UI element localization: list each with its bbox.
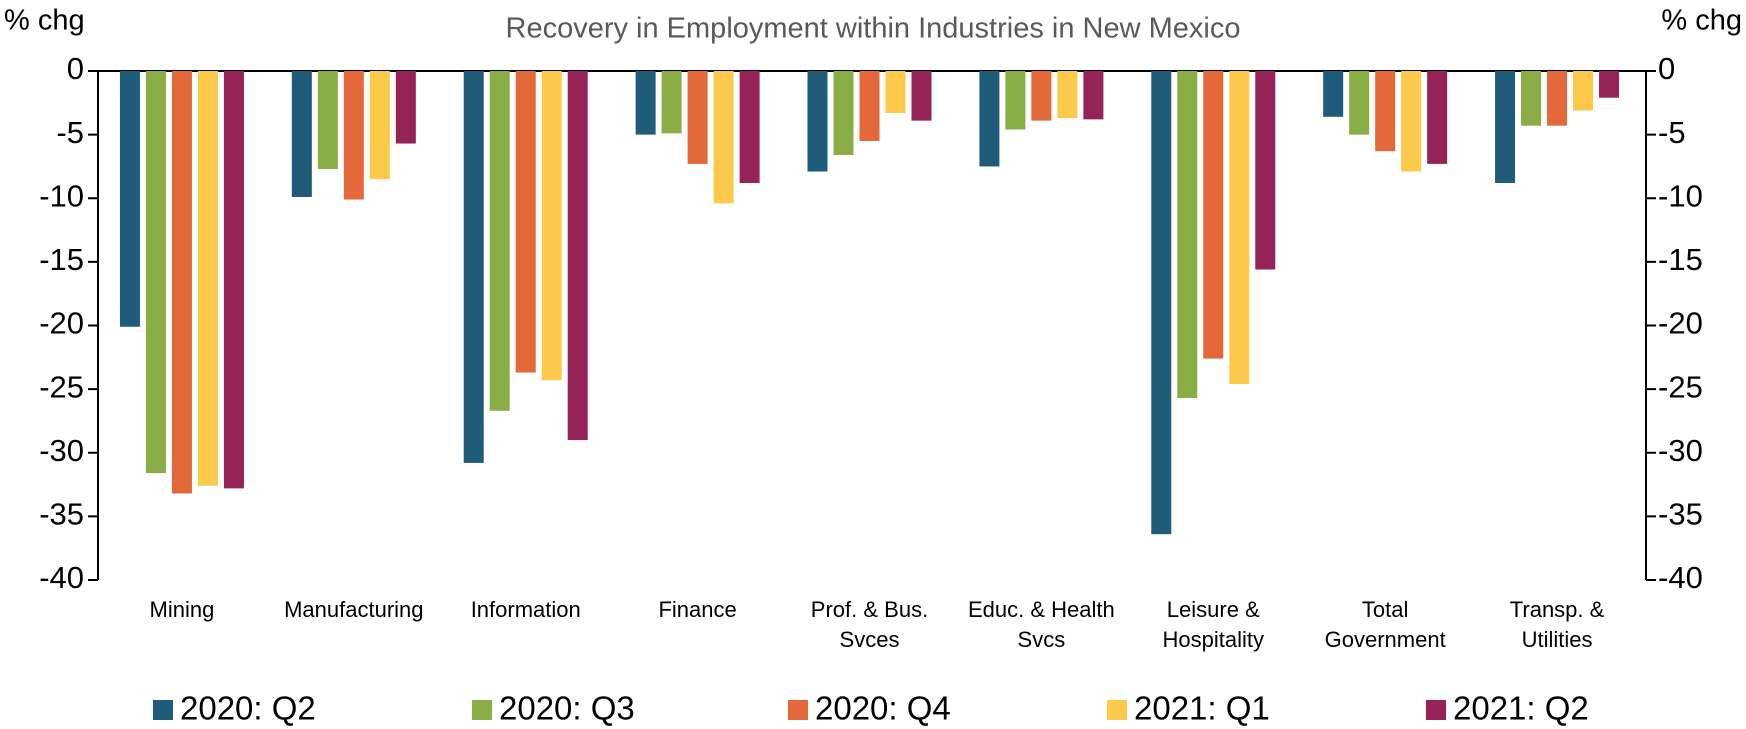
bar bbox=[833, 71, 854, 155]
bar bbox=[395, 71, 416, 144]
y2-tick-label: -5 bbox=[1658, 115, 1686, 150]
x-tick-label: Mining bbox=[149, 597, 215, 622]
y2-axis-label: % chg bbox=[1661, 5, 1742, 37]
bar bbox=[463, 71, 484, 463]
bar bbox=[859, 71, 880, 141]
bar bbox=[145, 71, 166, 474]
x-tick-label: Total Government bbox=[1324, 597, 1446, 652]
chart-title: Recovery in Employment within Industries… bbox=[506, 13, 1241, 45]
bar bbox=[369, 71, 390, 180]
bar bbox=[119, 71, 140, 327]
bar bbox=[291, 71, 312, 197]
bar bbox=[1573, 71, 1594, 111]
bar bbox=[687, 71, 708, 164]
x-tick-label: Educ. & Health Svcs bbox=[968, 597, 1115, 652]
y2-tick-label: -40 bbox=[1658, 560, 1703, 595]
bar bbox=[515, 71, 536, 373]
bar bbox=[1495, 71, 1516, 183]
bar bbox=[1151, 71, 1172, 535]
y-tick-label: -20 bbox=[39, 306, 84, 341]
bar bbox=[317, 71, 338, 169]
bar bbox=[1083, 71, 1104, 120]
y2-tick-label: -15 bbox=[1658, 242, 1703, 277]
legend-swatch bbox=[1107, 700, 1127, 720]
x-tick-label: Transp. & Utilities bbox=[1509, 597, 1605, 652]
bar bbox=[343, 71, 364, 200]
x-tick-label: Information bbox=[470, 597, 581, 622]
bar bbox=[1323, 71, 1344, 117]
y2-tick-label: 0 bbox=[1658, 51, 1675, 86]
bar bbox=[1427, 71, 1448, 164]
bar bbox=[1349, 71, 1370, 135]
bar bbox=[171, 71, 192, 494]
legend-label: 2020: Q3 bbox=[499, 690, 635, 727]
y2-tick-label: -10 bbox=[1658, 178, 1703, 213]
x-tick-label: Finance bbox=[658, 597, 737, 622]
bar bbox=[1547, 71, 1568, 126]
legend-label: 2020: Q4 bbox=[815, 690, 951, 727]
bar bbox=[1401, 71, 1422, 172]
bar bbox=[1005, 71, 1026, 130]
bar bbox=[541, 71, 562, 381]
y2-tick-label: -30 bbox=[1658, 433, 1703, 468]
bar bbox=[739, 71, 760, 183]
y-tick-label: -30 bbox=[39, 433, 84, 468]
bar bbox=[567, 71, 588, 441]
y-tick-label: 0 bbox=[67, 51, 84, 86]
legend-swatch bbox=[788, 700, 808, 720]
y-tick-label: -40 bbox=[39, 560, 84, 595]
legend-swatch bbox=[1426, 700, 1446, 720]
legend-label: 2020: Q2 bbox=[180, 690, 316, 727]
y2-tick-label: -20 bbox=[1658, 306, 1703, 341]
bar bbox=[1203, 71, 1224, 359]
bar bbox=[1375, 71, 1396, 152]
y-tick-label: -15 bbox=[39, 242, 84, 277]
y-tick-label: -5 bbox=[56, 115, 84, 150]
bar bbox=[635, 71, 656, 135]
bar bbox=[1229, 71, 1250, 385]
y-tick-label: -10 bbox=[39, 178, 84, 213]
y2-tick-label: -25 bbox=[1658, 369, 1703, 404]
bar bbox=[1255, 71, 1276, 270]
bar bbox=[661, 71, 682, 134]
legend-swatch bbox=[472, 700, 492, 720]
bar bbox=[1521, 71, 1542, 126]
bar bbox=[979, 71, 1000, 167]
legend-label: 2021: Q1 bbox=[1134, 690, 1270, 727]
bar bbox=[885, 71, 906, 113]
bar bbox=[223, 71, 244, 489]
x-tick-label: Leisure & Hospitality bbox=[1162, 597, 1264, 652]
bar bbox=[1599, 71, 1620, 98]
x-tick-label: Manufacturing bbox=[284, 597, 424, 622]
y-tick-label: -35 bbox=[39, 497, 84, 532]
bar bbox=[197, 71, 218, 486]
bar bbox=[1177, 71, 1198, 399]
y2-tick-label: -35 bbox=[1658, 497, 1703, 532]
bar bbox=[911, 71, 932, 121]
y-tick-label: -25 bbox=[39, 369, 84, 404]
legend-swatch bbox=[153, 700, 173, 720]
legend-label: 2021: Q2 bbox=[1453, 690, 1589, 727]
y-axis-label: % chg bbox=[4, 5, 85, 37]
bar bbox=[713, 71, 734, 204]
bar bbox=[807, 71, 828, 172]
x-tick-label: Prof. & Bus. Svces bbox=[810, 597, 929, 652]
bar bbox=[1057, 71, 1078, 119]
bar bbox=[1031, 71, 1052, 121]
bar bbox=[489, 71, 510, 411]
